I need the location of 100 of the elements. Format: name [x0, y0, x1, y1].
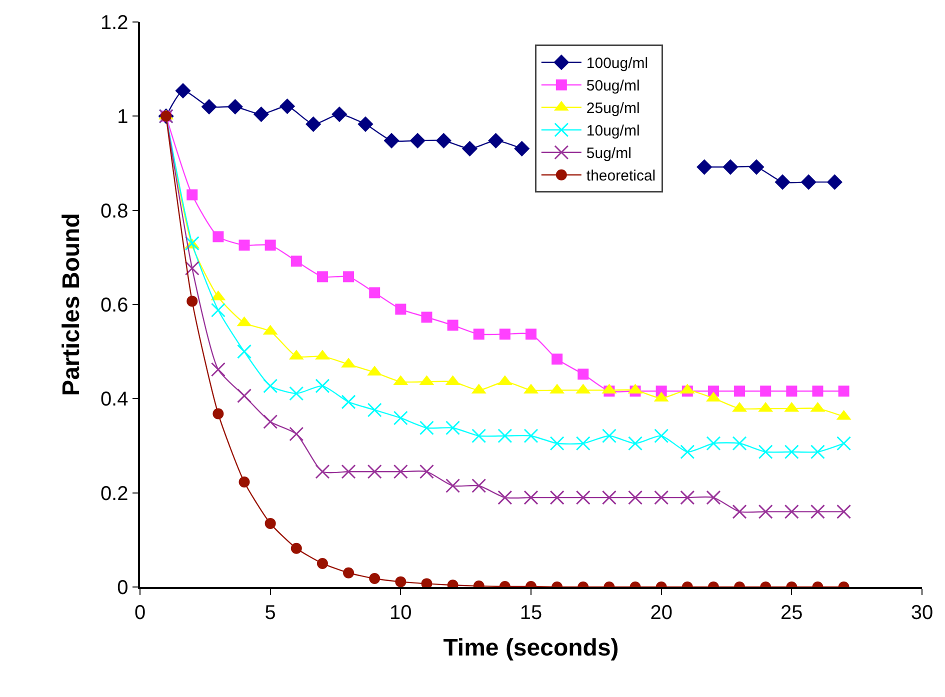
point [395, 304, 406, 315]
point [343, 271, 354, 282]
x-axis-title: Time (seconds) [443, 634, 619, 662]
y-tick-label: 1 [117, 106, 128, 128]
point [722, 159, 738, 175]
point [550, 436, 564, 451]
point [279, 98, 296, 114]
y-tick-label: 0.2 [100, 482, 128, 505]
point [341, 464, 356, 479]
point [498, 490, 512, 505]
point [316, 271, 328, 282]
point [524, 490, 538, 505]
point [812, 386, 824, 397]
point [706, 436, 721, 451]
point [696, 159, 712, 175]
x-tick-label: 10 [390, 602, 412, 624]
legend-label: 10ug/ml [586, 122, 640, 140]
point [393, 464, 408, 479]
y-axis-title: Particles Bound [58, 213, 86, 396]
point [263, 414, 278, 429]
point [341, 394, 356, 410]
point [316, 558, 328, 569]
point [201, 98, 217, 115]
point [836, 504, 852, 519]
x-tick-label: 0 [134, 602, 146, 624]
point [810, 444, 825, 460]
point [367, 402, 382, 418]
point [315, 378, 330, 394]
point [838, 386, 850, 397]
point [237, 344, 252, 359]
x-tick-label: 20 [650, 602, 672, 624]
point [576, 436, 590, 451]
point [628, 436, 643, 451]
point [306, 116, 322, 132]
point [184, 261, 200, 276]
y-tick-label: 0 [117, 577, 128, 599]
point [421, 312, 432, 323]
point [343, 567, 354, 578]
point [810, 504, 825, 519]
x-tick-label: 15 [520, 602, 542, 624]
point [384, 132, 400, 148]
point [289, 426, 304, 442]
y-tick-label: 0.6 [100, 294, 128, 316]
legend-label: theoretical [586, 168, 656, 185]
point [748, 159, 764, 175]
point [602, 490, 616, 505]
point [290, 256, 302, 267]
point [186, 296, 198, 307]
point [514, 140, 530, 156]
point [237, 388, 252, 404]
point [654, 428, 669, 444]
point [212, 408, 224, 420]
point [358, 116, 374, 132]
point [175, 82, 191, 99]
point [264, 240, 276, 251]
point [680, 490, 695, 505]
point [472, 428, 486, 444]
point [436, 132, 452, 148]
point [369, 573, 380, 584]
point [760, 386, 772, 397]
point [473, 328, 484, 340]
point [758, 504, 773, 519]
point [410, 132, 426, 148]
point [369, 287, 380, 298]
point [446, 420, 460, 436]
y-tick-label: 0.4 [100, 388, 128, 411]
point [393, 410, 408, 426]
point [264, 518, 276, 529]
point [263, 378, 278, 394]
point [227, 98, 243, 115]
y-tick-label: 1.2 [100, 12, 128, 34]
x-tick-label: 5 [264, 602, 276, 624]
point [732, 504, 747, 519]
point [784, 504, 799, 519]
point [499, 328, 510, 340]
point [447, 320, 458, 331]
point [526, 328, 536, 340]
point [786, 386, 798, 397]
point [332, 106, 348, 122]
x-tick-label: 25 [780, 602, 803, 624]
point [552, 354, 563, 365]
legend-label: 50ug/ml [586, 78, 640, 95]
point [210, 302, 226, 318]
legend-label: 25ug/ml [586, 100, 640, 118]
point [367, 464, 382, 479]
point [680, 444, 695, 460]
point [732, 436, 747, 451]
x-tick-label: 30 [910, 602, 934, 624]
point [654, 490, 669, 505]
point [419, 464, 434, 479]
point [472, 478, 486, 494]
point [550, 490, 564, 505]
point [289, 386, 304, 401]
point [498, 428, 512, 444]
point [774, 174, 790, 190]
point [628, 490, 643, 505]
point [784, 444, 799, 460]
point [800, 174, 816, 190]
point [419, 420, 434, 436]
point [602, 428, 616, 444]
